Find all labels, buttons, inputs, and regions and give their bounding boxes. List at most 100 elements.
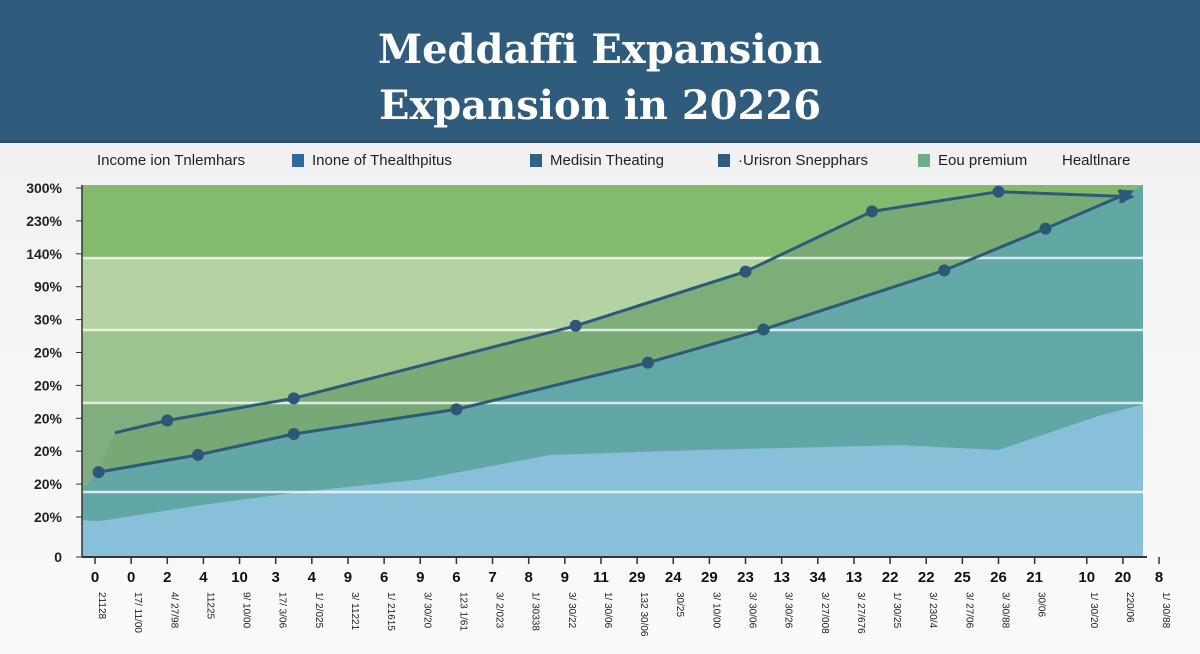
legend: Income ion Tnlemhars Inone of Thealthpit…	[0, 152, 1200, 172]
data-point	[191, 448, 204, 461]
y-tick-label: 20%	[34, 377, 63, 393]
x-sub-label: 3/ 30/20	[421, 592, 432, 629]
x-tick-label: 4	[308, 569, 317, 586]
x-sub-label: 4/ 27/98	[168, 592, 179, 629]
series-line-0	[114, 188, 1135, 435]
x-sub-label: 220/06	[1124, 592, 1135, 623]
x-sub-label: 3/ 2/023	[494, 592, 505, 629]
x-sub-label: 11225	[204, 592, 215, 620]
legend-swatch	[530, 154, 542, 167]
x-tick-label: 0	[127, 569, 135, 586]
x-sub-label: 1/ 30/06	[602, 592, 613, 629]
legend-item: Income ion Tnlemhars	[97, 152, 245, 169]
y-tick-label: 0	[54, 549, 62, 565]
data-point	[866, 205, 879, 218]
legend-item: Healtlnare	[1062, 152, 1130, 169]
x-sub-label: 123 1/61	[457, 592, 468, 631]
blue-area	[82, 404, 1143, 557]
x-sub-label: 3/ 30/26	[783, 592, 794, 629]
x-sub-label: 30/06	[1036, 592, 1047, 617]
x-sub-label: 1/ 30/88	[1160, 592, 1171, 629]
legend-item: Medisin Theating	[530, 152, 664, 169]
x-tick-label: 26	[990, 569, 1007, 586]
legend-swatch	[292, 154, 304, 167]
legend-item: Eou premium	[918, 152, 1027, 169]
x-sub-label: 132 30/06	[638, 592, 649, 637]
y-tick-label: 20%	[34, 443, 63, 459]
x-sub-label: 3/ 10/00	[710, 592, 721, 629]
y-tick-label: 300%	[26, 180, 62, 196]
y-tick-label: 20%	[34, 476, 63, 492]
x-tick-label: 8	[525, 569, 533, 586]
legend-label: Eou premium	[938, 152, 1028, 169]
x-tick-label: 3	[272, 569, 280, 586]
x-tick-label: 6	[380, 569, 388, 586]
data-point	[739, 265, 752, 278]
x-sub-label: 3/ 30/22	[566, 592, 577, 629]
x-tick-label: 25	[954, 569, 971, 586]
x-sub-label: 3/ 27/06	[963, 592, 974, 629]
legend-label: Inone of Thealthpitus	[312, 152, 452, 169]
legend-label: ·Urisron Snepphars	[738, 152, 869, 169]
x-sub-label: 3/ 30/88	[1000, 592, 1011, 629]
x-tick-label: 8	[1155, 569, 1163, 586]
x-sub-label: 21128	[96, 592, 107, 620]
legend-label: Healtlnare	[1062, 152, 1131, 169]
data-point	[450, 403, 463, 416]
x-tick-label: 20	[1115, 569, 1132, 586]
x-sub-label: 3/ 230/4	[927, 592, 938, 629]
x-tick-label: 7	[488, 569, 496, 586]
data-point	[992, 185, 1005, 198]
data-point	[287, 392, 300, 405]
legend-swatch	[918, 154, 930, 167]
x-tick-label: 10	[231, 569, 248, 586]
x-tick-label: 6	[452, 569, 460, 586]
data-point	[569, 319, 582, 332]
chart-title-line2: Expansion in 20226	[378, 82, 822, 129]
x-tick-label: 4	[199, 569, 208, 586]
x-sub-label: 1/ 30338	[530, 592, 541, 631]
legend-label: Income ion Tnlemhars	[97, 152, 246, 169]
x-sub-label: 1/ 2/025	[313, 592, 324, 629]
y-tick-label: 20%	[34, 410, 63, 426]
x-sub-label: 3/ 11221	[349, 592, 360, 631]
y-tick-label: 20%	[34, 345, 63, 361]
x-tick-label: 22	[918, 569, 935, 586]
legend-label: Medisin Theating	[550, 152, 664, 169]
x-tick-label: 13	[846, 569, 863, 586]
x-sub-label: 3/ 27/008	[819, 592, 830, 634]
title-banner: Meddaffi Expansion Expansion in 20226	[0, 0, 1200, 143]
data-point	[938, 264, 951, 277]
x-tick-label: 2	[163, 569, 171, 586]
x-tick-label: 21	[1026, 569, 1043, 586]
y-tick-label: 230%	[26, 213, 62, 229]
x-tick-label: 22	[882, 569, 899, 586]
y-tick-label: 30%	[34, 312, 63, 328]
x-tick-label: 29	[701, 569, 718, 586]
x-tick-label: 23	[737, 569, 754, 586]
x-sub-label: 30/25	[674, 592, 685, 617]
x-tick-label: 9	[416, 569, 424, 586]
y-tick-label: 20%	[34, 509, 63, 525]
x-sub-label: 3/ 30/06	[747, 592, 758, 629]
x-tick-label: 0	[91, 569, 99, 586]
legend-item: ·Urisron Snepphars	[718, 152, 868, 169]
x-sub-label: 9/ 10/00	[241, 592, 252, 629]
x-tick-label: 9	[561, 569, 569, 586]
data-point	[161, 414, 174, 427]
x-tick-label: 10	[1078, 569, 1095, 586]
y-tick-label: 90%	[34, 279, 63, 295]
chart-title-line1: Meddaffi Expansion	[377, 26, 823, 73]
data-point	[757, 323, 770, 336]
y-tick-label: 140%	[26, 246, 62, 262]
x-tick-label: 9	[344, 569, 352, 586]
data-point	[1039, 222, 1052, 235]
plot-area	[82, 185, 1143, 557]
x-tick-label: 34	[809, 569, 826, 586]
x-sub-label: 17/ 3/06	[277, 592, 288, 629]
x-sub-label: 1/ 30/20	[1088, 592, 1099, 629]
data-point	[92, 466, 105, 479]
x-tick-label: 13	[773, 569, 790, 586]
x-sub-label: 17/ 11/00	[132, 592, 143, 633]
